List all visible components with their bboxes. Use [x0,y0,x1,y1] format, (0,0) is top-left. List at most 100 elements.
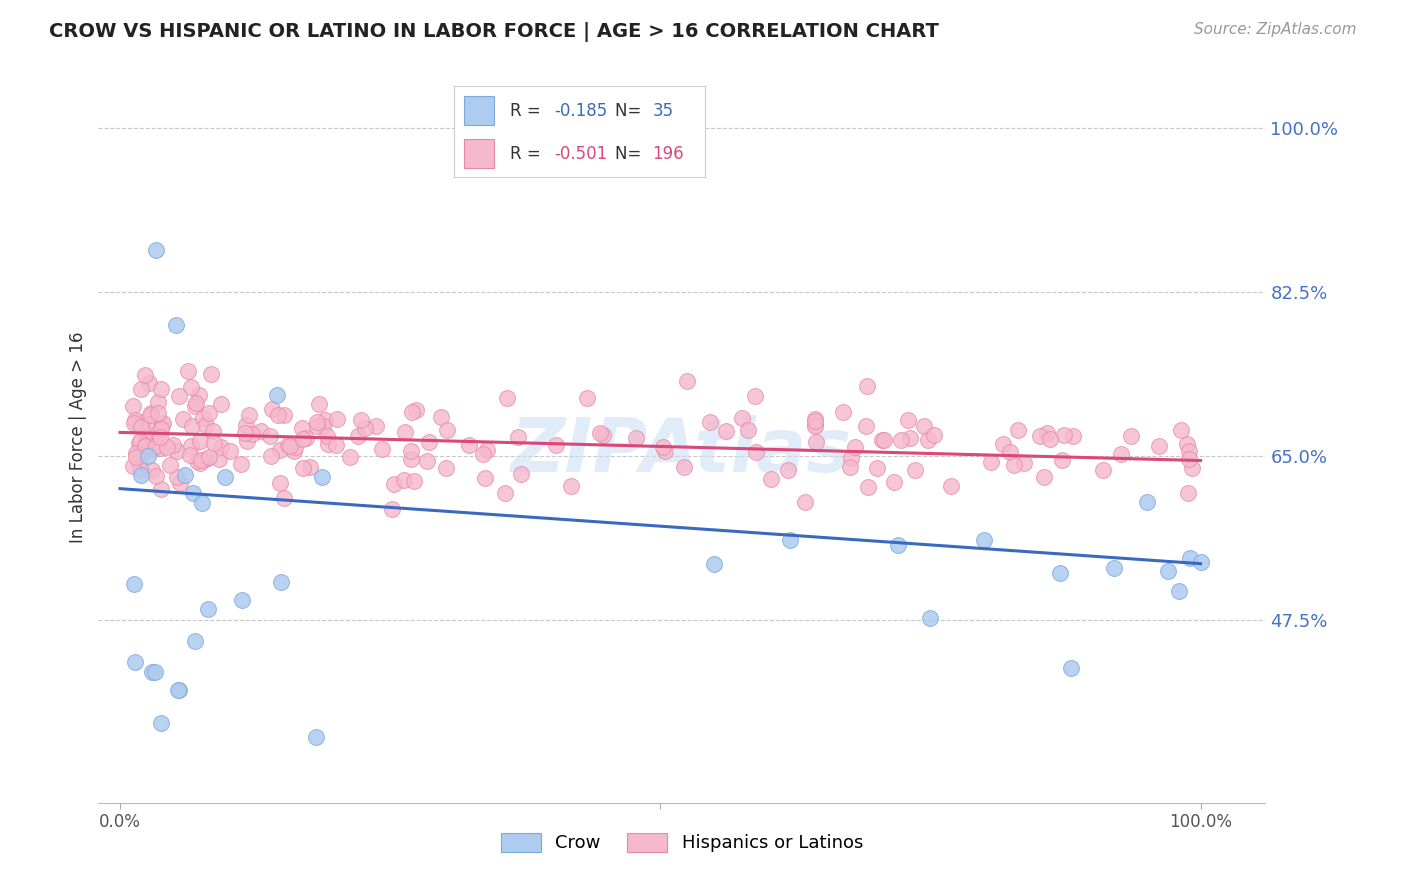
Point [219,444,242,458]
Point [141,665,163,679]
Point [839,460,862,475]
Point [371,442,394,457]
Y-axis label: In Labor Force | Age > 16: In Labor Force | Age > 16 [69,331,87,543]
Legend: Crow, Hispanics or Latinos: Crow, Hispanics or Latinos [494,826,870,860]
Point [141,442,163,456]
Point [122,459,145,474]
Point [259,429,281,443]
Point [506,430,529,444]
Point [269,475,291,490]
Text: CROW VS HISPANIC OR LATINO IN LABOR FORCE | AGE > 16 CORRELATION CHART: CROW VS HISPANIC OR LATINO IN LABOR FORC… [49,22,939,42]
Point [238,408,260,422]
Point [152,417,174,431]
Point [887,538,910,552]
Point [174,467,197,482]
Point [589,425,612,440]
Point [138,408,160,422]
Point [998,445,1021,459]
Point [148,406,170,420]
Point [201,424,224,438]
Point [197,602,219,616]
Point [149,430,172,444]
Point [804,414,827,428]
Point [699,415,721,429]
Point [1157,565,1180,579]
Point [305,730,328,744]
Point [730,411,752,425]
Point [250,424,273,438]
Point [898,431,921,445]
Point [138,376,160,391]
Point [325,438,347,452]
Point [184,634,207,648]
Point [676,374,699,388]
Point [941,478,963,492]
Point [180,439,202,453]
Point [761,472,783,486]
Point [172,412,194,426]
Point [165,318,187,332]
Point [298,459,321,474]
Point [404,474,426,488]
Point [139,417,162,431]
Point [1033,470,1056,484]
Point [122,577,145,591]
Point [316,437,339,451]
Point [186,453,208,467]
Point [149,422,172,436]
Point [156,440,179,454]
Point [188,456,211,470]
Point [1049,566,1071,580]
Point [429,409,451,424]
Point [209,440,232,454]
Point [197,406,219,420]
Point [294,431,316,445]
Point [1053,427,1076,442]
Text: ZIPAtlas: ZIPAtlas [512,415,852,488]
Point [128,456,150,470]
Point [592,428,614,442]
Point [124,413,146,427]
Point [292,461,315,475]
Point [1029,429,1052,443]
Point [166,444,188,458]
Point [392,473,415,487]
Point [260,449,283,463]
Point [496,391,519,405]
Point [266,387,288,401]
Point [803,418,825,433]
Point [866,461,889,475]
Point [128,417,150,432]
Point [1147,439,1170,453]
Point [135,438,157,452]
Point [1119,429,1142,443]
Point [855,418,877,433]
Point [672,460,695,475]
Point [381,502,404,516]
Point [1039,432,1062,446]
Point [284,440,307,454]
Point [162,438,184,452]
Point [872,434,894,448]
Point [191,410,214,425]
Text: Source: ZipAtlas.com: Source: ZipAtlas.com [1194,22,1357,37]
Point [418,435,440,450]
Point [1111,447,1133,461]
Point [1002,458,1025,473]
Point [325,411,347,425]
Point [233,426,256,441]
Point [912,418,935,433]
Point [136,427,159,442]
Point [129,420,152,434]
Point [745,444,768,458]
Point [231,458,253,472]
Point [159,458,181,472]
Point [314,413,336,427]
Point [1062,428,1084,442]
Point [194,452,217,467]
Point [1092,462,1115,476]
Point [872,433,894,447]
Point [1135,494,1157,508]
Point [149,716,172,731]
Point [167,683,190,698]
